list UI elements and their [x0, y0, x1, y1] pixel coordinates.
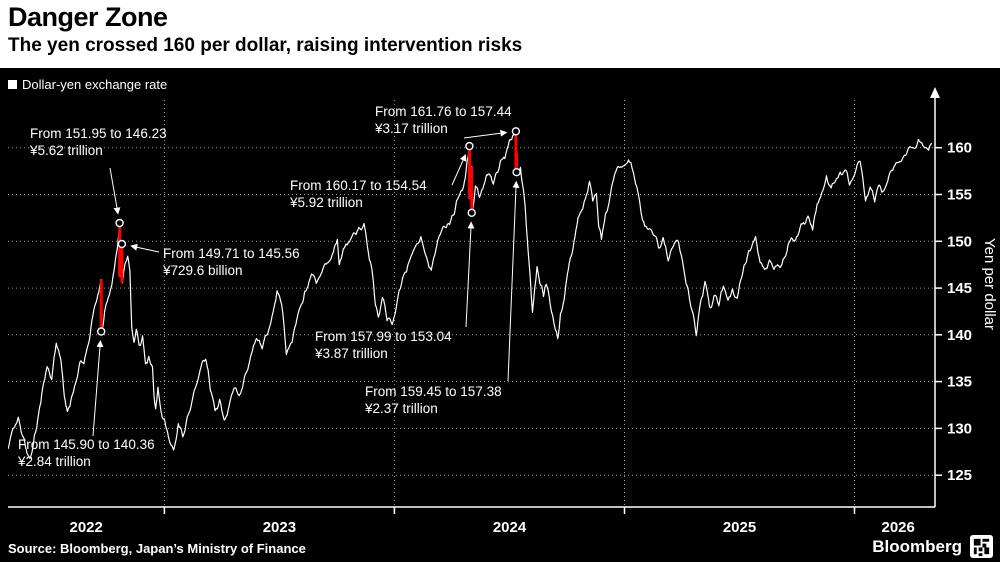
- svg-text:2026: 2026: [882, 519, 915, 536]
- svg-text:From 145.90 to 140.36¥2.84 tri: From 145.90 to 140.36 ¥2.84 trillion: [17, 437, 155, 469]
- legend-swatch-icon: [8, 80, 17, 89]
- svg-text:160: 160: [947, 140, 972, 157]
- bloomberg-logo-icon: [970, 535, 993, 558]
- gridlines: [8, 100, 935, 507]
- svg-text:125: 125: [947, 467, 972, 484]
- svg-text:145: 145: [947, 280, 972, 297]
- legend: Dollar-yen exchange rate: [8, 77, 167, 92]
- svg-text:From 149.71 to 145.56¥729.6 bi: From 149.71 to 145.56 ¥729.6 billion: [162, 246, 300, 278]
- series-line: [8, 130, 933, 459]
- svg-text:135: 135: [947, 374, 972, 391]
- svg-text:From 157.99 to 153.04¥3.87 tri: From 157.99 to 153.04 ¥3.87 trillion: [314, 329, 452, 361]
- svg-text:2022: 2022: [70, 519, 103, 536]
- page-title: Danger Zone: [8, 2, 168, 32]
- svg-text:From 160.17 to 154.54¥5.92 tri: From 160.17 to 154.54 ¥5.92 trillion: [289, 178, 427, 210]
- svg-text:From 159.45 to 157.38¥2.37 tri: From 159.45 to 157.38 ¥2.37 trillion: [364, 384, 502, 416]
- bloomberg-wordmark: Bloomberg: [872, 536, 962, 556]
- svg-text:2023: 2023: [263, 519, 296, 536]
- axes: 125 130 135 140 145 150 155 160 2022 2023 2024 2025…: [8, 87, 972, 536]
- chart-subtitle: The yen crossed 160 per dollar, raising …: [8, 34, 523, 56]
- svg-text:150: 150: [947, 233, 972, 250]
- source-note: Source: Bloomberg, Japan’s Ministry of F…: [8, 541, 306, 556]
- svg-text:155: 155: [947, 187, 972, 204]
- bloomberg-brand: Bloomberg: [872, 535, 993, 558]
- svg-text:2024: 2024: [493, 519, 527, 536]
- svg-text:2025: 2025: [723, 519, 756, 536]
- title-block: Danger Zone The yen crossed 160 per doll…: [0, 0, 1000, 68]
- y-axis-title: Yen per dollar: [981, 238, 998, 331]
- svg-text:140: 140: [947, 327, 972, 344]
- svg-text:130: 130: [947, 420, 972, 437]
- annotations: From 151.95 to 146.23 ¥5.62 trillion From …: [17, 104, 521, 469]
- legend-label: Dollar-yen exchange rate: [22, 77, 168, 92]
- svg-text:From 151.95 to 146.23¥5.62 tri: From 151.95 to 146.23 ¥5.62 trillion: [29, 126, 167, 158]
- intervention-markers: [99, 131, 519, 332]
- svg-text:From 161.76 to 157.44¥3.17 tri: From 161.76 to 157.44 ¥3.17 trillion: [374, 104, 512, 136]
